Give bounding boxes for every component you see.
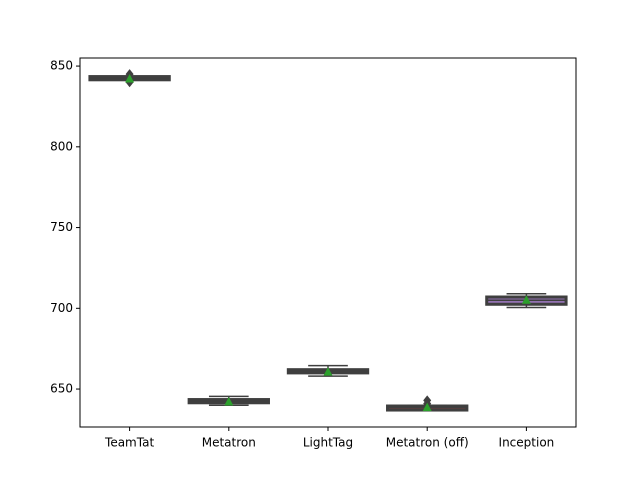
mean-marker [125, 73, 135, 83]
y-tick-label: 750 [50, 220, 73, 234]
x-tick-label: LightTag [303, 436, 353, 450]
mean-marker [224, 396, 234, 406]
mean-marker [521, 295, 531, 304]
x-tick-label: TeamTat [104, 436, 154, 450]
x-tick-label: Metatron [202, 436, 256, 450]
mean-marker [323, 367, 333, 376]
plot-frame [79, 57, 577, 428]
x-tick-label: Inception [499, 436, 555, 450]
x-tick-label: Metatron (off) [386, 436, 469, 450]
y-tick-label: 650 [50, 382, 73, 396]
y-tick-label: 850 [50, 59, 73, 73]
y-tick-label: 800 [50, 139, 73, 153]
mean-marker [422, 402, 432, 412]
y-tick-label: 700 [50, 301, 73, 315]
